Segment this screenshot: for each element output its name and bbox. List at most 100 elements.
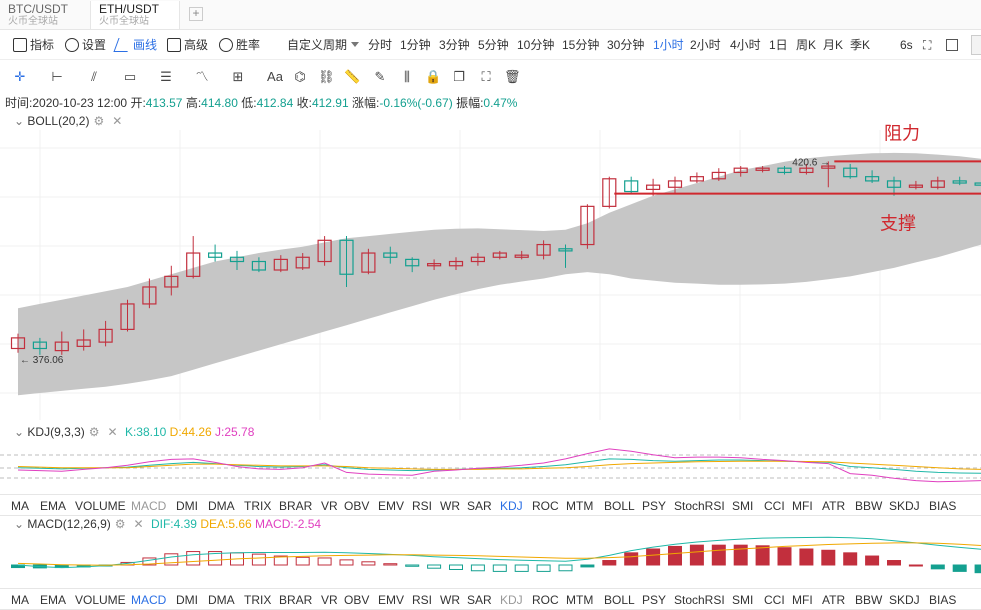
- crosshair-icon[interactable]: ✛: [14, 69, 26, 84]
- kdj-panel-tab-stochrsi[interactable]: StochRSI: [674, 499, 725, 513]
- kdj-panel-tab-dma[interactable]: DMA: [208, 499, 235, 513]
- magnet-icon[interactable]: ⌬: [294, 69, 306, 84]
- lock-icon[interactable]: 🔒: [425, 69, 442, 84]
- kdj-panel-tab-wr[interactable]: WR: [440, 499, 460, 513]
- kdj-panel-tab-boll[interactable]: BOLL: [604, 499, 635, 513]
- kdj-panel-tab-volume[interactable]: VOLUME: [75, 499, 126, 513]
- macd-panel-tab-rsi[interactable]: RSI: [412, 593, 433, 607]
- macd-panel-tab-ma[interactable]: MA: [11, 593, 29, 607]
- macd-panel-tab-vr[interactable]: VR: [321, 593, 338, 607]
- kdj-panel-tab-kdj[interactable]: KDJ: [500, 499, 523, 513]
- kdj-panel-tab-mfi[interactable]: MFI: [792, 499, 813, 513]
- macd-panel-tab-psy[interactable]: PSY: [642, 593, 667, 607]
- link-icon[interactable]: ⛓: [318, 69, 335, 84]
- macd-panel-tab-emv[interactable]: EMV: [378, 593, 405, 607]
- add-tab-button[interactable]: +: [189, 7, 203, 21]
- period-4[interactable]: 10分钟: [517, 38, 555, 52]
- advanced-button[interactable]: 高级: [167, 37, 208, 53]
- parallel-line-icon[interactable]: ⫽: [91, 69, 97, 84]
- macd-panel-tab-mfi[interactable]: MFI: [792, 593, 813, 607]
- kdj-panel-tab-dmi[interactable]: DMI: [176, 499, 198, 513]
- rectangle-icon[interactable]: ▭: [123, 69, 137, 84]
- gear-icon[interactable]: ⚙: [88, 425, 100, 439]
- copy-icon[interactable]: ❐: [453, 69, 465, 84]
- macd-panel-tab-sar[interactable]: SAR: [467, 593, 492, 607]
- kdj-panel-tab-trix[interactable]: TRIX: [244, 499, 272, 513]
- macd-panel-tab-macd[interactable]: MACD: [131, 593, 167, 607]
- ruler-icon[interactable]: 📏: [344, 69, 361, 84]
- period-7[interactable]: 1小时: [653, 38, 684, 52]
- macd-panel-tab-kdj[interactable]: KDJ: [500, 593, 523, 607]
- period-0[interactable]: 分时: [368, 38, 393, 52]
- kdj-panel-tab-bias[interactable]: BIAS: [929, 499, 957, 513]
- settings-button[interactable]: 设置: [65, 37, 106, 53]
- custom-period-dropdown[interactable]: 自定义周期: [287, 37, 360, 53]
- kdj-panel-tab-macd[interactable]: MACD: [131, 499, 167, 513]
- period-8[interactable]: 2小时: [690, 38, 721, 52]
- screenshot-icon[interactable]: ⛶: [481, 69, 491, 84]
- kdj-panel-tab-smi[interactable]: SMI: [732, 499, 754, 513]
- period-10[interactable]: 1日: [769, 38, 788, 52]
- kdj-panel-tab-obv[interactable]: OBV: [344, 499, 370, 513]
- period-1[interactable]: 1分钟: [400, 38, 431, 52]
- macd-panel-tab-boll[interactable]: BOLL: [604, 593, 635, 607]
- macd-panel-tab-atr[interactable]: ATR: [822, 593, 846, 607]
- macd-panel-tab-mtm[interactable]: MTM: [566, 593, 594, 607]
- kdj-panel-tab-roc[interactable]: ROC: [532, 499, 559, 513]
- close-icon[interactable]: ✕: [107, 425, 118, 439]
- kdj-panel-tab-ma[interactable]: MA: [11, 499, 29, 513]
- period-9[interactable]: 4小时: [730, 38, 761, 52]
- close-icon[interactable]: ✕: [112, 114, 123, 128]
- macd-panel-tab-bias[interactable]: BIAS: [929, 593, 957, 607]
- macd-panel-tab-ema[interactable]: EMA: [40, 593, 67, 607]
- brush-icon[interactable]: ✎: [374, 69, 386, 84]
- macd-panel-tab-brar[interactable]: BRAR: [279, 593, 313, 607]
- macd-panel-tab-roc[interactable]: ROC: [532, 593, 559, 607]
- kdj-panel-tab-brar[interactable]: BRAR: [279, 499, 313, 513]
- macd-panel-tab-stochrsi[interactable]: StochRSI: [674, 593, 725, 607]
- period-5[interactable]: 15分钟: [562, 38, 600, 52]
- period-13[interactable]: 季K: [850, 38, 871, 52]
- kdj-panel-tab-emv[interactable]: EMV: [378, 499, 405, 513]
- period-11[interactable]: 周K: [796, 38, 817, 52]
- text-tool-icon[interactable]: Aa: [267, 69, 283, 84]
- period-12[interactable]: 月K: [823, 38, 844, 52]
- kdj-panel-tab-sar[interactable]: SAR: [467, 499, 492, 513]
- horizontal-line-icon[interactable]: ⊢: [51, 69, 63, 84]
- kdj-panel-tab-vr[interactable]: VR: [321, 499, 338, 513]
- macd-panel-tab-skdj[interactable]: SKDJ: [889, 593, 920, 607]
- kdj-panel-tab-bbw[interactable]: BBW: [855, 499, 883, 513]
- wave-icon[interactable]: 〽: [195, 69, 209, 84]
- macd-panel-tab-cci[interactable]: CCI: [764, 593, 785, 607]
- indicator-button[interactable]: 指标: [13, 37, 54, 53]
- macd-panel-tab-wr[interactable]: WR: [440, 593, 460, 607]
- macd-panel-tab-obv[interactable]: OBV: [344, 593, 370, 607]
- macd-panel-tab-bbw[interactable]: BBW: [855, 593, 883, 607]
- kdj-panel-tab-atr[interactable]: ATR: [822, 499, 846, 513]
- period-6[interactable]: 30分钟: [607, 38, 645, 52]
- layout-toggle-button[interactable]: [971, 35, 981, 55]
- macd-panel-tab-trix[interactable]: TRIX: [244, 593, 272, 607]
- period-2[interactable]: 3分钟: [439, 38, 470, 52]
- winrate-button[interactable]: 胜率: [219, 37, 260, 53]
- macd-panel-tab-dmi[interactable]: DMI: [176, 593, 198, 607]
- measure-icon[interactable]: ⊞: [232, 69, 244, 84]
- kdj-panel-tab-ema[interactable]: EMA: [40, 499, 67, 513]
- trash-icon[interactable]: 🗑: [504, 69, 521, 84]
- kdj-panel-tab-mtm[interactable]: MTM: [566, 499, 594, 513]
- kdj-panel-tab-rsi[interactable]: RSI: [412, 499, 433, 513]
- fullscreen-icon[interactable]: ⛶: [923, 38, 932, 52]
- kdj-panel-tab-psy[interactable]: PSY: [642, 499, 667, 513]
- draw-button[interactable]: 画线: [113, 37, 157, 53]
- refresh-interval[interactable]: 6s: [900, 38, 913, 52]
- window-icon[interactable]: [946, 39, 958, 51]
- pair-tab-eth-usdt[interactable]: ETH/USDT 火币全球站: [90, 1, 180, 29]
- fibonacci-icon[interactable]: ☰: [160, 69, 172, 84]
- gear-icon[interactable]: ⚙: [114, 517, 126, 531]
- macd-panel-tab-dma[interactable]: DMA: [208, 593, 235, 607]
- macd-panel-tab-smi[interactable]: SMI: [732, 593, 754, 607]
- candles-icon[interactable]: ⫼: [404, 69, 410, 84]
- pair-tab-btc-usdt[interactable]: BTC/USDT 火币全球站: [0, 3, 90, 29]
- kdj-panel-tab-skdj[interactable]: SKDJ: [889, 499, 920, 513]
- kdj-panel-tab-cci[interactable]: CCI: [764, 499, 785, 513]
